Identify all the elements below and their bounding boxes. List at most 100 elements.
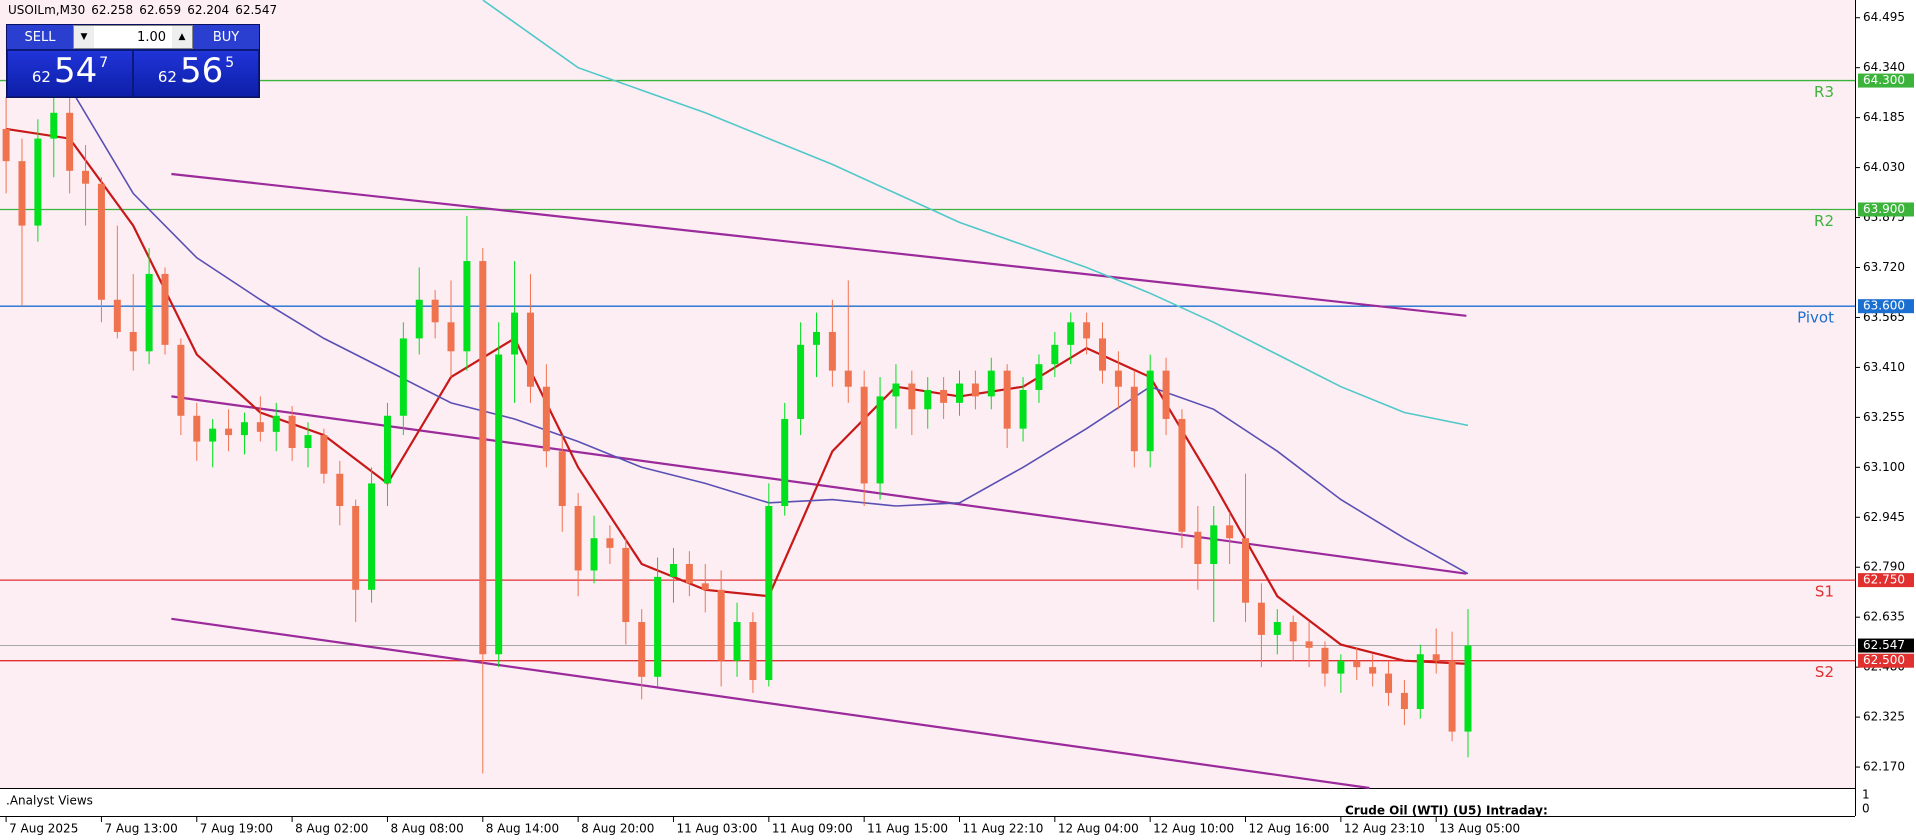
moving-average [482, 0, 1469, 427]
candle-body [669, 564, 677, 577]
candle-body [82, 170, 90, 184]
candle-body [415, 299, 423, 339]
candle-body [717, 589, 725, 661]
candle-body [1321, 647, 1329, 674]
candle-body [479, 261, 487, 655]
x-tick-label: 12 Aug 10:00 [1153, 822, 1234, 836]
candle-body [1289, 622, 1297, 642]
header-open: 62.258 [91, 3, 134, 17]
candle-body [1337, 660, 1345, 674]
candle-body [288, 415, 296, 448]
candle-body [876, 396, 884, 484]
current-price-label: 62.547 [1863, 638, 1905, 652]
candle-body [812, 331, 820, 345]
candle-body [987, 370, 995, 397]
volume-box: ▼ 1.00 ▲ [73, 25, 193, 49]
x-tick-label: 11 Aug 09:00 [772, 822, 853, 836]
y-tick-label: 64.495 [1863, 10, 1905, 24]
candle-body [447, 322, 455, 352]
candle-body [1369, 667, 1377, 674]
bottom-panel-scale: 1 [1862, 788, 1870, 802]
candle-body [1178, 418, 1186, 532]
x-tick-label: 11 Aug 22:10 [963, 822, 1044, 836]
y-tick-label: 62.635 [1863, 610, 1905, 624]
y-tick-label: 63.565 [1863, 310, 1905, 324]
candle-body [654, 576, 662, 677]
candle-body [1400, 692, 1408, 710]
x-tick-label: 8 Aug 02:00 [295, 822, 368, 836]
volume-down[interactable]: ▼ [74, 26, 94, 48]
header-close: 62.547 [235, 3, 278, 17]
x-tick-label: 8 Aug 08:00 [390, 822, 463, 836]
candle-body [272, 415, 280, 432]
candle-body [940, 389, 948, 403]
symbol-header: USOILm,M30 62.258 62.659 62.204 62.547 [8, 3, 277, 17]
one-click-trading: SELL ▼ 1.00 ▲ BUY 62 54 7 62 56 5 [6, 24, 260, 98]
trade-controls: SELL ▼ 1.00 ▲ BUY [7, 25, 259, 49]
candle-body [256, 422, 264, 432]
candle-body [1353, 660, 1361, 668]
y-tick-label: 63.255 [1863, 410, 1905, 424]
candle-body [1162, 370, 1170, 419]
bottom-panel-scale: 0 [1862, 802, 1870, 816]
candle-body [1242, 538, 1250, 603]
candle-body [1019, 389, 1027, 429]
level-name: R3 [1814, 83, 1834, 101]
sell-button[interactable]: SELL [7, 25, 73, 49]
candle-body [161, 273, 169, 345]
candle-body [860, 386, 868, 484]
level-name: S2 [1815, 663, 1834, 681]
level-tag-label: 63.900 [1863, 202, 1905, 216]
y-tick-label: 64.030 [1863, 160, 1905, 174]
candle-body [908, 383, 916, 410]
candle-body [1273, 622, 1281, 635]
sell-price[interactable]: 62 54 7 [8, 51, 132, 96]
buy-button[interactable]: BUY [193, 25, 259, 49]
candle-body [1130, 386, 1138, 452]
volume-up[interactable]: ▲ [172, 26, 192, 48]
candle-body [129, 331, 137, 352]
candle-body [50, 112, 58, 139]
candle-body [225, 428, 233, 436]
candle-body [749, 622, 757, 681]
candle-body [797, 344, 805, 419]
candle-body [209, 428, 217, 442]
candle-body [924, 389, 932, 410]
y-tick-label: 64.340 [1863, 60, 1905, 74]
x-tick-label: 7 Aug 13:00 [104, 822, 177, 836]
level-name: R2 [1814, 212, 1834, 230]
candle-body [701, 583, 709, 590]
x-tick-label: 12 Aug 04:00 [1058, 822, 1139, 836]
buy-price[interactable]: 62 56 5 [134, 51, 258, 96]
candle-body [542, 386, 550, 452]
candle-body [606, 538, 614, 548]
level-tag-label: 63.600 [1863, 299, 1905, 313]
level-tag [1858, 202, 1914, 217]
level-tag-label: 62.500 [1863, 653, 1905, 667]
candle-body [526, 312, 534, 387]
candle-body [1226, 525, 1234, 539]
candle-body [1003, 370, 1011, 429]
candle-body [1114, 370, 1122, 387]
candle-body [956, 383, 963, 403]
candle-body [1305, 641, 1313, 648]
candle-body [34, 138, 42, 226]
y-tick-label: 63.410 [1863, 360, 1905, 374]
x-tick-label: 7 Aug 2025 [9, 822, 78, 836]
x-tick-label: 8 Aug 14:00 [486, 822, 559, 836]
header-low: 62.204 [187, 3, 230, 17]
y-tick-label: 64.185 [1863, 110, 1905, 124]
candle-body [622, 547, 630, 623]
candle-body [1099, 338, 1107, 371]
candle-body [1416, 654, 1424, 710]
trendline [171, 172, 1467, 317]
y-tick-label: 63.720 [1863, 260, 1905, 274]
candle-body [177, 344, 185, 416]
candle-body [1051, 344, 1059, 365]
price-big: 56 [179, 51, 224, 91]
candle-body [892, 383, 900, 397]
header-high: 62.659 [139, 3, 182, 17]
x-tick-label: 11 Aug 15:00 [867, 822, 948, 836]
volume-input[interactable]: 1.00 [137, 29, 166, 45]
